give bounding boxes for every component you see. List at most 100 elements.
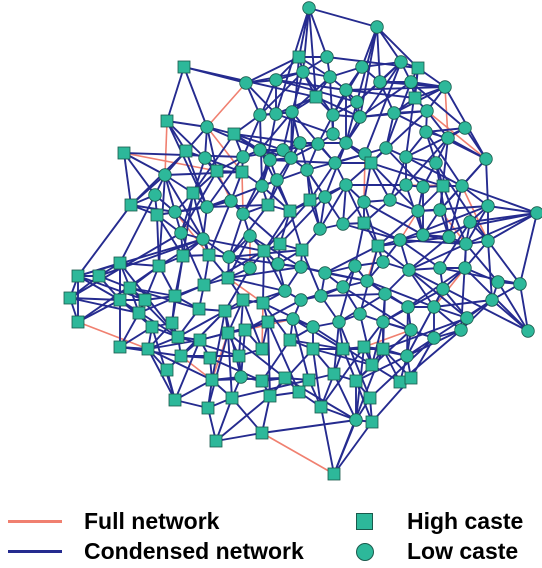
high-caste-node: [113, 256, 127, 270]
condensed-network-edge: [130, 150, 187, 206]
full-network-edge: [461, 185, 489, 242]
high-caste-node: [132, 306, 146, 320]
condensed-network-edge: [385, 147, 424, 188]
low-caste-node: [513, 277, 527, 291]
low-caste-node: [481, 234, 495, 248]
high-caste-node: [141, 342, 155, 356]
low-caste-node: [416, 180, 430, 194]
high-caste-node: [113, 340, 127, 354]
low-caste-node: [148, 188, 162, 202]
condensed-network-edge: [425, 131, 463, 187]
condensed-network-edge: [245, 82, 277, 115]
condensed-network-edge: [320, 406, 335, 475]
condensed-network-edge: [410, 81, 466, 129]
high-caste-node: [255, 342, 269, 356]
low-caste-node: [278, 284, 292, 298]
high-caste-node: [203, 351, 217, 365]
condensed-network-edge: [376, 26, 402, 63]
high-caste-node: [365, 415, 379, 429]
low-caste-node: [224, 194, 238, 208]
low-caste-node: [263, 153, 277, 167]
low-caste-node: [271, 257, 285, 271]
high-caste-node: [255, 374, 269, 388]
low-caste-node: [360, 274, 374, 288]
condensed-network-edge: [180, 310, 226, 357]
low-caste-node: [326, 108, 340, 122]
condensed-network-edge: [324, 142, 347, 198]
high-caste-node: [255, 426, 269, 440]
condensed-network-edge: [174, 339, 201, 401]
condensed-network-edge: [366, 280, 435, 308]
low-caste-node: [419, 125, 433, 139]
low-caste-node: [300, 163, 314, 177]
condensed-network-edge: [370, 162, 419, 212]
full-network-edge: [174, 211, 210, 256]
condensed-network-edge: [345, 89, 416, 99]
low-caste-node: [438, 80, 452, 94]
low-caste-node: [401, 300, 415, 314]
low-caste-node: [378, 287, 392, 301]
condensed-network-edge: [399, 239, 467, 245]
legend-high-caste: High caste: [356, 510, 523, 533]
condensed-network-edge: [77, 275, 146, 301]
legend-low-caste-label: Low caste: [407, 538, 519, 564]
low-caste-node: [336, 217, 350, 231]
low-caste-node: [399, 150, 413, 164]
high-caste-node: [256, 296, 270, 310]
high-caste-node: [357, 340, 371, 354]
high-caste-node: [236, 293, 250, 307]
condensed-network-edge: [227, 332, 233, 399]
condensed-network-edge: [207, 332, 229, 409]
condensed-network-edge: [376, 26, 419, 69]
low-caste-node: [339, 136, 353, 150]
low-caste-node: [387, 106, 401, 120]
low-caste-node: [320, 50, 334, 64]
condensed-network-edge: [363, 201, 424, 236]
low-caste-node: [427, 331, 441, 345]
condensed-network-edge: [485, 158, 489, 207]
low-caste-node: [318, 266, 332, 280]
condensed-network-edge: [224, 310, 242, 378]
high-caste-node: [113, 293, 127, 307]
condensed-network-edge: [263, 199, 311, 252]
condensed-network-edge: [129, 287, 200, 310]
low-caste-node: [404, 75, 418, 89]
low-caste-node: [416, 228, 430, 242]
low-caste-node: [460, 311, 474, 325]
condensed-network-edge: [228, 256, 302, 268]
condensed-network-edge: [183, 66, 208, 128]
condensed-network-edge: [224, 267, 251, 312]
condensed-network-edge: [215, 432, 263, 442]
low-caste-node: [276, 143, 290, 157]
condensed-network-edge: [275, 113, 334, 135]
low-caste-node: [328, 156, 342, 170]
high-caste-square-swatch: [356, 513, 373, 530]
condensed-network-edge: [369, 337, 435, 399]
condensed-network-edge: [289, 184, 347, 212]
full-network-line-swatch: [8, 520, 62, 523]
condensed-network-edge: [166, 120, 208, 128]
condensed-network-edge: [284, 377, 357, 421]
low-caste-node: [411, 204, 425, 218]
legend-condensed-network-label: Condensed network: [84, 538, 304, 564]
condensed-network-edge: [262, 250, 265, 304]
high-caste-node: [371, 239, 385, 253]
high-caste-node: [209, 434, 223, 448]
condensed-network-edge: [119, 262, 160, 267]
low-caste-node: [239, 76, 253, 90]
low-caste-node: [353, 110, 367, 124]
condensed-network-edge: [130, 204, 176, 213]
low-caste-node: [379, 141, 393, 155]
low-caste-node: [521, 324, 535, 338]
low-caste-node: [429, 156, 443, 170]
condensed-network-edge: [345, 61, 402, 144]
condensed-network-edge: [338, 321, 371, 399]
high-caste-node: [393, 375, 407, 389]
condensed-network-edge: [77, 204, 132, 277]
low-caste-node: [286, 312, 300, 326]
condensed-network-edge: [355, 355, 408, 382]
condensed-network-edge: [227, 235, 251, 279]
full-network-edge: [206, 82, 247, 128]
condensed-network-edge: [487, 240, 521, 285]
high-caste-node: [257, 244, 271, 258]
